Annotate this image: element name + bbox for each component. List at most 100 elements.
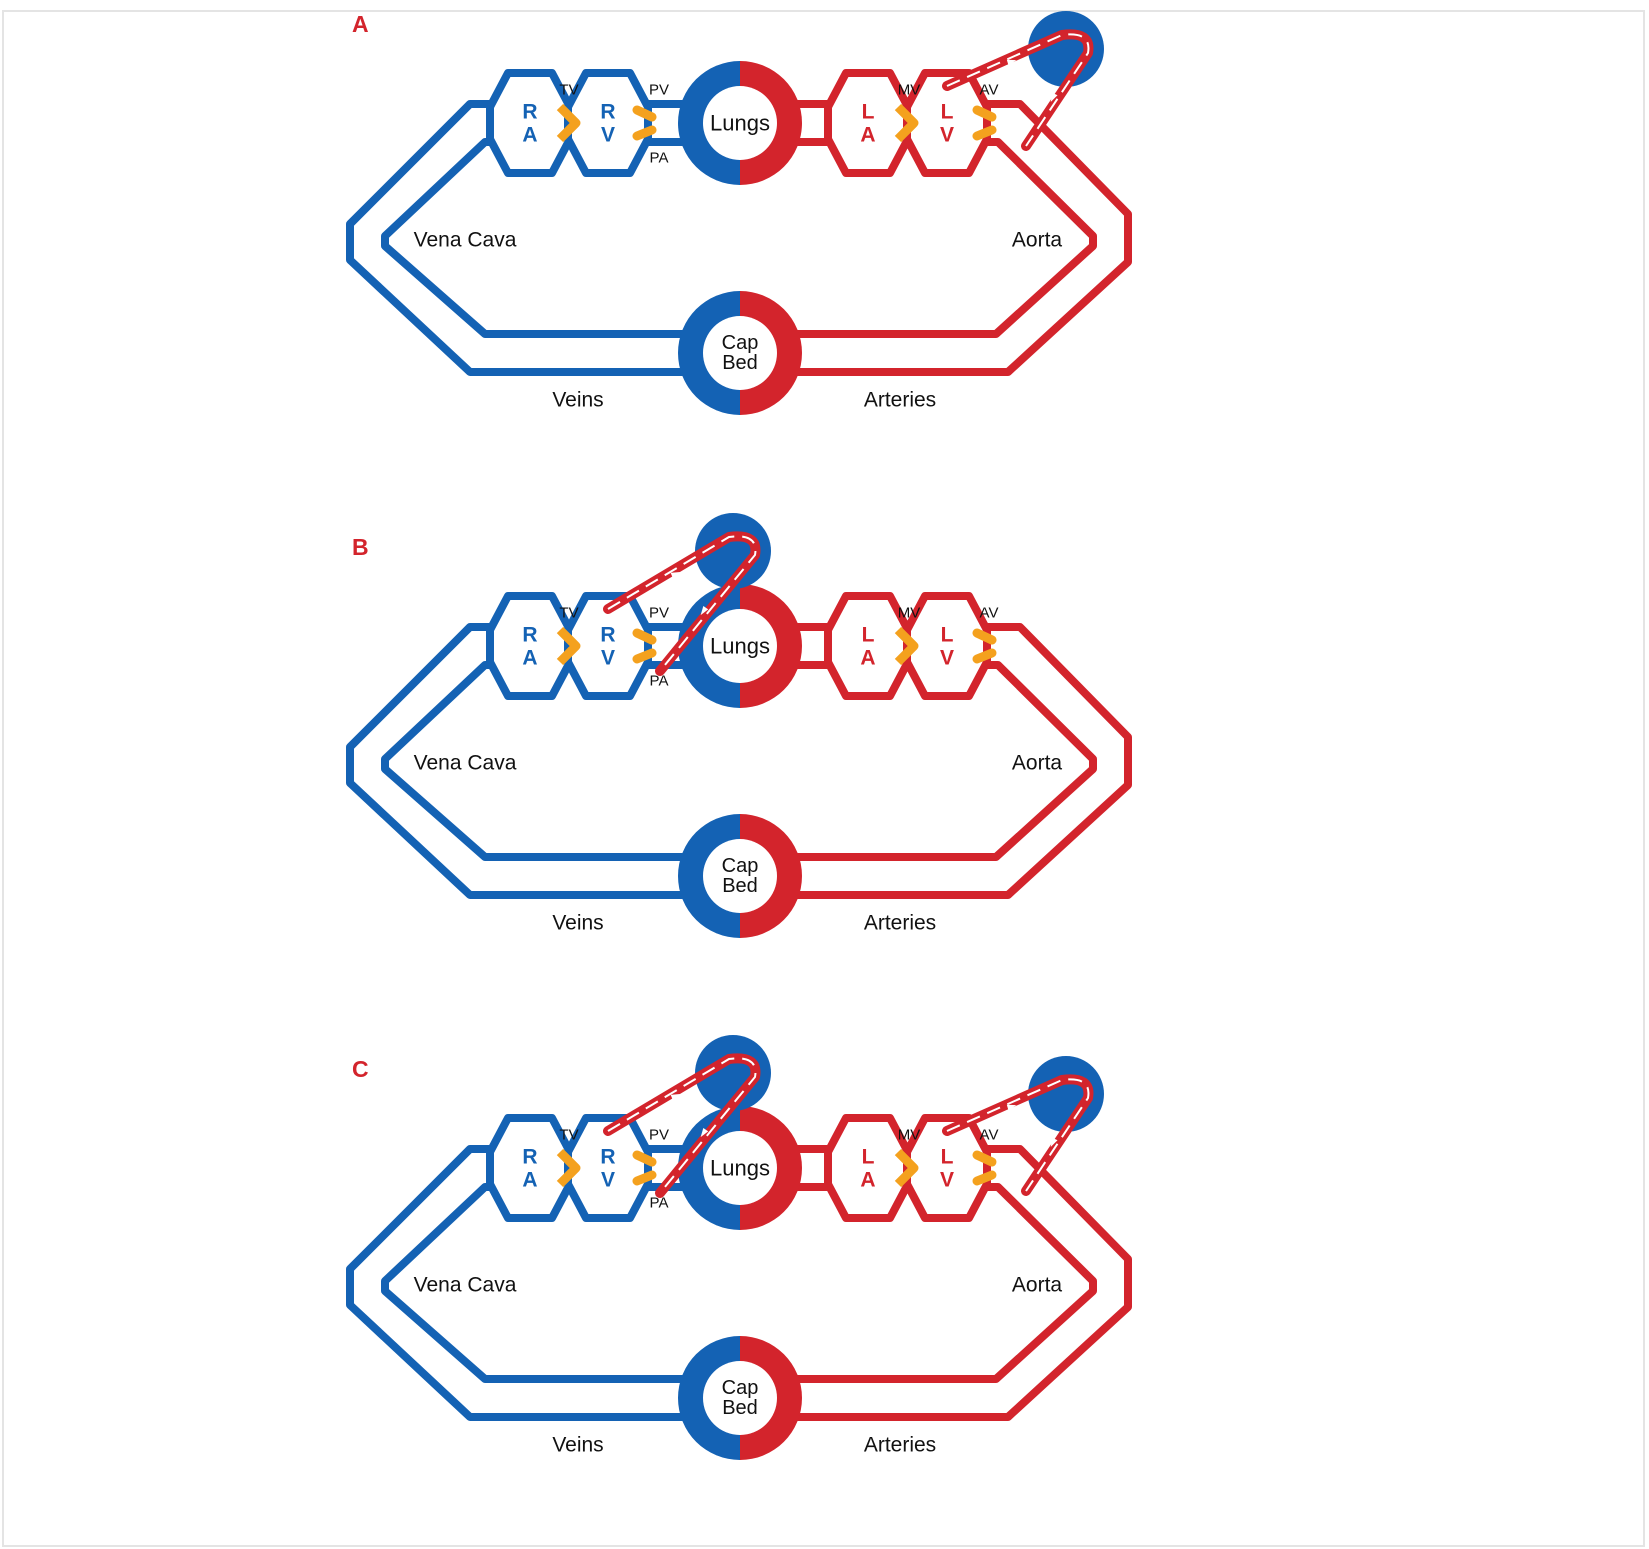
right-heart-assist [603,513,771,676]
right-atrium [486,1114,574,1222]
aortic-valve-bottom-icon [972,125,997,141]
aortic-valve-top-icon [972,1150,997,1167]
aortic-valve-top-icon [972,105,997,122]
left-atrium [824,69,912,177]
veins-label: Veins [552,389,603,412]
arteries-label: Arteries [864,912,936,935]
left-atrium [824,1114,912,1222]
la-letter-l: L [862,624,875,647]
pv-label: PV [649,1127,669,1144]
aorta-outer-vessel [790,1145,1132,1421]
aortic-valve-top-icon [972,628,997,645]
av-label: AV [980,1127,999,1144]
left-heart-assist [942,1056,1104,1196]
panel-letter: A [352,11,369,37]
left-atrium [824,592,912,700]
lungs-label: Lungs [710,634,770,659]
cap-bed-label-line2: Bed [722,1397,758,1419]
veins-label: Veins [552,1434,603,1457]
lungs-ring-center [703,609,777,683]
pv-label: PV [649,605,669,622]
rv-letter-v: V [601,647,615,670]
right-atrium [486,592,574,700]
right-heart-assist-flow-arrow [700,1128,709,1138]
figure-frame [2,10,1645,1547]
av-label: AV [980,82,999,99]
pulmonary-valve-bottom-icon [632,125,657,141]
lungs-ring [678,1106,802,1230]
pv-label: PV [649,82,669,99]
lv-letter-l: L [941,101,954,124]
right-heart-assist-flow-line [607,1057,757,1194]
aorta-label: Aorta [1012,752,1063,775]
ra-letter-r: R [522,101,537,124]
cap-bed-label-line1: Cap [722,332,759,354]
pulmonary-valve-bottom-icon [632,648,657,664]
lungs-ring [678,61,802,185]
left-heart-assist-flow-line [946,33,1090,147]
vena-cava-label: Vena Cava [414,1274,517,1297]
pulmonary-valve-top-icon [632,1150,657,1167]
pa-label: PA [650,150,669,167]
la-letter-l: L [862,101,875,124]
aortic-valve-bottom-icon [972,1170,997,1186]
aorta-label: Aorta [1012,1274,1063,1297]
lv-letter-l: L [941,624,954,647]
left-heart-assist-flow-arrow [1006,59,1017,66]
lv-letter-v: V [940,647,954,670]
mv-label: MV [898,82,921,99]
left-heart-assist [942,11,1104,151]
pulmonary-valve-top-icon [632,105,657,122]
right-heart-assist-flow-line [607,535,757,672]
lv-letter-v: V [940,1169,954,1192]
mv-label: MV [898,1127,921,1144]
aorta-inner-vessel [790,1183,1097,1383]
tricuspid-valve-icon [556,626,581,666]
lv-letter-l: L [941,1146,954,1169]
right-heart-assist-pump-disc [695,513,771,589]
la-letter-a: A [860,1169,875,1192]
mv-label: MV [898,605,921,622]
ra-letter-a: A [522,124,537,147]
lungs-label: Lungs [710,1156,770,1181]
ra-letter-a: A [522,1169,537,1192]
tv-label: TV [559,1127,578,1144]
arteries-label: Arteries [864,389,936,412]
la-letter-a: A [860,124,875,147]
aorta-outer-vessel [790,100,1132,376]
mitral-valve-icon [894,626,919,666]
cap-bed-ring [678,814,802,938]
cap-bed-label-line1: Cap [722,1377,759,1399]
cap-bed-ring-center [703,839,777,913]
cap-bed-label-line2: Bed [722,352,758,374]
cap-bed-ring-center [703,1361,777,1435]
right-heart-assist-flow-arrow [700,606,709,616]
lungs-ring [678,584,802,708]
veins-label: Veins [552,912,603,935]
aorta-inner-vessel [790,661,1097,861]
rv-letter-v: V [601,1169,615,1192]
left-heart-assist-flow-arrow [1050,1137,1058,1147]
right-heart-assist-flow-arrow [670,1094,681,1101]
right-heart-assist-flow-arrow [670,572,681,579]
rv-letter-r: R [600,101,615,124]
right-atrium [486,69,574,177]
cap-bed-ring [678,1336,802,1460]
left-heart-assist-pump-disc [1028,1056,1104,1132]
mitral-valve-icon [894,103,919,143]
ra-letter-r: R [522,1146,537,1169]
right-heart-assist [603,1035,771,1198]
lungs-ring-center [703,86,777,160]
lungs-ring-center [703,1131,777,1205]
cap-bed-ring-center [703,316,777,390]
left-heart-assist-pump-disc [1028,11,1104,87]
cap-bed-ring [678,291,802,415]
aortic-valve-bottom-icon [972,648,997,664]
tv-label: TV [559,82,578,99]
vena-cava-label: Vena Cava [414,229,517,252]
arteries-label: Arteries [864,1434,936,1457]
ra-letter-a: A [522,647,537,670]
